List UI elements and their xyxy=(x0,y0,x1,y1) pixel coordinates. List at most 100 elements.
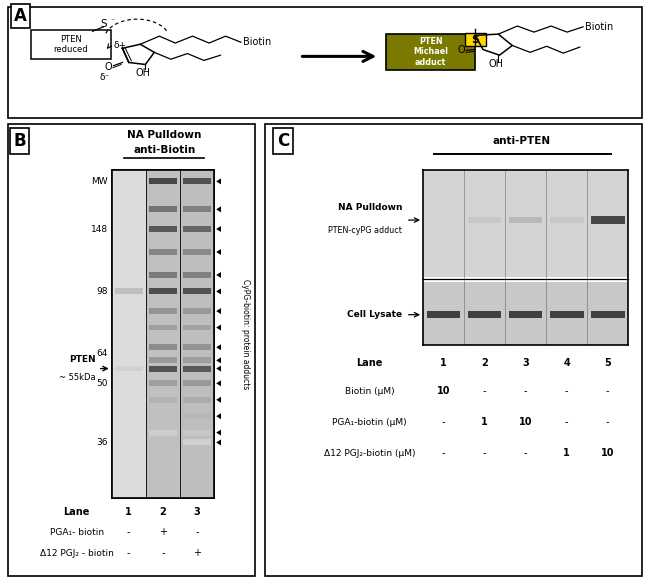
Text: 98: 98 xyxy=(96,287,108,296)
Text: +: + xyxy=(193,548,201,558)
Text: Lane: Lane xyxy=(357,358,383,368)
Text: 1: 1 xyxy=(440,358,447,368)
FancyBboxPatch shape xyxy=(149,226,177,232)
FancyBboxPatch shape xyxy=(149,413,177,419)
Text: OH: OH xyxy=(488,59,503,70)
Text: -: - xyxy=(161,548,164,558)
FancyBboxPatch shape xyxy=(468,311,501,318)
Text: -: - xyxy=(524,448,527,458)
FancyBboxPatch shape xyxy=(591,216,625,224)
FancyBboxPatch shape xyxy=(112,170,214,498)
Polygon shape xyxy=(216,325,221,331)
FancyBboxPatch shape xyxy=(465,33,486,46)
Text: -: - xyxy=(483,448,486,458)
FancyBboxPatch shape xyxy=(149,249,177,255)
Text: CyPG-biotin: protein adducts: CyPG-biotin: protein adducts xyxy=(241,279,250,389)
Polygon shape xyxy=(216,226,221,232)
Polygon shape xyxy=(216,439,221,446)
FancyBboxPatch shape xyxy=(183,308,211,314)
FancyBboxPatch shape xyxy=(423,282,629,346)
Text: -: - xyxy=(442,417,445,427)
FancyBboxPatch shape xyxy=(183,345,211,350)
FancyBboxPatch shape xyxy=(149,381,177,386)
Text: ⁻: ⁻ xyxy=(110,17,114,26)
FancyBboxPatch shape xyxy=(550,217,584,223)
FancyBboxPatch shape xyxy=(149,357,177,363)
Text: -: - xyxy=(565,417,569,427)
FancyBboxPatch shape xyxy=(468,217,501,223)
FancyBboxPatch shape xyxy=(183,226,211,232)
FancyBboxPatch shape xyxy=(183,357,211,363)
Text: Δ12 PGJ₂-biotin (μM): Δ12 PGJ₂-biotin (μM) xyxy=(324,449,415,458)
Polygon shape xyxy=(216,288,221,295)
Text: PTEN: PTEN xyxy=(70,356,96,364)
FancyBboxPatch shape xyxy=(183,249,211,255)
FancyBboxPatch shape xyxy=(149,272,177,278)
Text: δ+: δ+ xyxy=(113,41,126,50)
FancyBboxPatch shape xyxy=(183,325,211,331)
Text: anti-PTEN: anti-PTEN xyxy=(493,136,551,146)
Polygon shape xyxy=(216,272,221,278)
FancyBboxPatch shape xyxy=(149,206,177,212)
Text: δ⁻: δ⁻ xyxy=(99,73,110,81)
Polygon shape xyxy=(216,308,221,314)
Text: 50: 50 xyxy=(96,379,108,388)
FancyBboxPatch shape xyxy=(386,34,475,70)
FancyBboxPatch shape xyxy=(183,381,211,386)
Text: anti-Biotin: anti-Biotin xyxy=(133,145,195,155)
Text: -: - xyxy=(127,528,131,537)
FancyBboxPatch shape xyxy=(114,366,143,371)
FancyBboxPatch shape xyxy=(509,311,543,318)
FancyBboxPatch shape xyxy=(149,429,177,436)
Text: -: - xyxy=(127,548,131,558)
FancyBboxPatch shape xyxy=(426,311,460,318)
Text: 2: 2 xyxy=(159,507,166,517)
FancyBboxPatch shape xyxy=(183,365,211,371)
FancyBboxPatch shape xyxy=(112,170,146,498)
Text: -: - xyxy=(196,528,199,537)
FancyBboxPatch shape xyxy=(509,217,543,223)
Text: C: C xyxy=(277,132,289,150)
FancyBboxPatch shape xyxy=(423,170,629,277)
Polygon shape xyxy=(216,344,221,350)
Text: Biotin: Biotin xyxy=(244,37,272,47)
Text: ~ 55kDa: ~ 55kDa xyxy=(59,373,96,382)
Text: 10: 10 xyxy=(519,417,532,427)
Text: OH: OH xyxy=(136,67,151,78)
FancyBboxPatch shape xyxy=(149,365,177,371)
Text: S: S xyxy=(100,19,107,29)
Polygon shape xyxy=(216,357,221,363)
Polygon shape xyxy=(216,397,221,403)
FancyBboxPatch shape xyxy=(591,311,625,318)
Text: PTEN
reduced: PTEN reduced xyxy=(53,35,88,54)
FancyBboxPatch shape xyxy=(550,311,584,318)
Text: 10: 10 xyxy=(437,386,450,396)
Text: 148: 148 xyxy=(91,224,108,234)
Text: -: - xyxy=(483,386,486,396)
FancyBboxPatch shape xyxy=(180,170,214,498)
Text: O: O xyxy=(105,62,112,71)
Polygon shape xyxy=(216,381,221,386)
FancyBboxPatch shape xyxy=(114,288,143,295)
Polygon shape xyxy=(216,365,221,372)
FancyBboxPatch shape xyxy=(8,124,255,576)
Polygon shape xyxy=(216,206,221,212)
FancyBboxPatch shape xyxy=(265,124,642,576)
FancyBboxPatch shape xyxy=(183,178,211,184)
Text: O: O xyxy=(458,45,465,55)
Text: -: - xyxy=(606,386,610,396)
FancyBboxPatch shape xyxy=(183,429,211,436)
FancyBboxPatch shape xyxy=(149,397,177,403)
Polygon shape xyxy=(216,249,221,255)
FancyBboxPatch shape xyxy=(149,345,177,350)
Text: PTEN-cyPG adduct: PTEN-cyPG adduct xyxy=(328,225,402,235)
FancyBboxPatch shape xyxy=(183,439,211,446)
Text: 10: 10 xyxy=(601,448,614,458)
FancyBboxPatch shape xyxy=(183,206,211,212)
FancyBboxPatch shape xyxy=(149,308,177,314)
Text: NA Pulldown: NA Pulldown xyxy=(127,130,202,140)
Text: Lane: Lane xyxy=(64,507,90,517)
Text: 5: 5 xyxy=(604,358,611,368)
Polygon shape xyxy=(216,429,221,436)
Text: 3: 3 xyxy=(194,507,200,517)
